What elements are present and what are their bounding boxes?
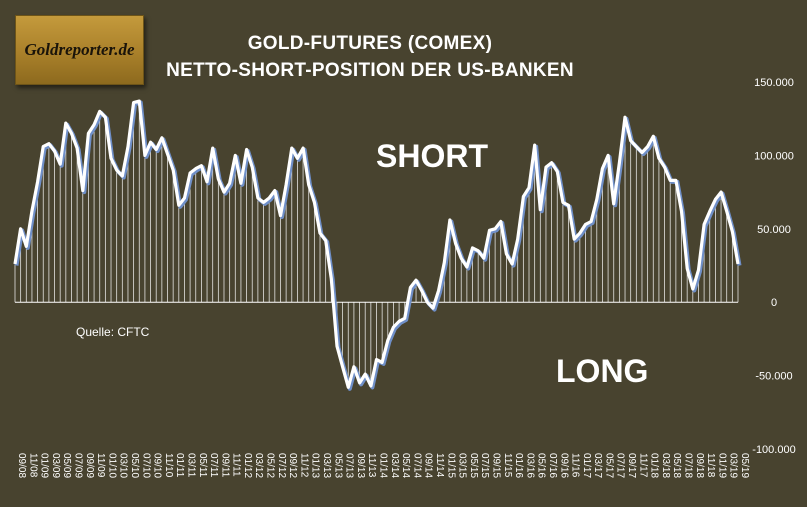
x-tick-label-44: 01/16 [513, 453, 524, 478]
x-tick-label-34: 05/14 [400, 453, 411, 478]
x-tick-label-42: 09/15 [491, 453, 502, 478]
x-tick-label-27: 03/13 [321, 453, 332, 478]
x-tick-label-18: 09/11 [219, 453, 230, 478]
series-line [13, 99, 740, 389]
x-tick-label-55: 11/17 [637, 453, 648, 478]
long-annotation: LONG [556, 353, 649, 389]
x-tick-label-7: 11/09 [95, 453, 106, 478]
x-tick-label-30: 09/13 [355, 453, 366, 478]
x-tick-label-5: 07/09 [73, 453, 84, 478]
x-tick-label-60: 09/18 [694, 453, 705, 478]
x-tick-label-36: 09/14 [423, 453, 434, 478]
x-tick-label-29: 07/13 [344, 453, 355, 478]
x-tick-label-64: 05/19 [739, 453, 750, 478]
x-tick-label-61: 11/18 [705, 453, 716, 478]
x-tick-label-62: 01/19 [716, 453, 727, 478]
y-tick-label-5: -100.000 [752, 444, 795, 456]
x-tick-label-32: 01/14 [378, 453, 389, 478]
x-tick-label-54: 09/17 [626, 453, 637, 478]
x-tick-label-8: 01/10 [106, 453, 117, 478]
x-tick-label-12: 09/10 [152, 453, 163, 478]
x-tick-label-53: 07/17 [615, 453, 626, 478]
x-tick-label-57: 03/18 [660, 453, 671, 478]
x-tick-label-21: 03/12 [253, 453, 264, 478]
y-tick-label-0: 150.000 [754, 77, 794, 89]
x-tick-label-40: 05/15 [468, 453, 479, 478]
x-tick-label-10: 05/10 [129, 453, 140, 478]
y-tick-label-2: 50.000 [757, 224, 791, 236]
x-axis: 09/08 11/08 01/09 03/09 05/09 07/09 09/09 11/09… [16, 453, 750, 478]
x-tick-label-14: 01/11 [174, 453, 185, 478]
x-tick-label-28: 05/13 [332, 453, 343, 478]
y-tick-label-3: 0 [771, 297, 777, 309]
x-tick-label-35: 07/14 [411, 453, 422, 478]
y-axis: 150.000 100.000 50.000 0 -50.000 -100.000 [752, 77, 795, 456]
x-tick-label-33: 03/14 [389, 453, 400, 478]
y-tick-label-1: 100.000 [754, 150, 794, 162]
x-tick-label-59: 07/18 [683, 453, 694, 478]
x-tick-label-47: 07/16 [547, 453, 558, 478]
x-tick-label-2: 01/09 [39, 453, 50, 478]
x-tick-label-3: 03/09 [50, 453, 61, 478]
x-tick-label-38: 01/15 [445, 453, 456, 478]
x-tick-label-37: 11/14 [434, 453, 445, 478]
x-tick-label-25: 11/12 [298, 453, 309, 478]
y-tick-label-4: -50.000 [755, 371, 792, 383]
brand-logo: Goldreporter.de [15, 15, 144, 85]
fill-lines [14, 101, 739, 388]
source-note: Quelle: CFTC [76, 325, 150, 339]
x-tick-label-11: 07/10 [140, 453, 151, 478]
x-tick-label-58: 05/18 [671, 453, 682, 478]
x-tick-label-23: 07/12 [276, 453, 287, 478]
x-tick-label-26: 01/13 [310, 453, 321, 478]
x-tick-label-13: 11/10 [163, 453, 174, 478]
x-tick-label-56: 01/18 [649, 453, 660, 478]
x-tick-label-51: 03/17 [592, 453, 603, 478]
x-tick-label-17: 07/11 [208, 453, 219, 478]
x-tick-label-1: 11/08 [27, 453, 38, 478]
x-tick-label-20: 01/12 [242, 453, 253, 478]
x-tick-label-48: 09/16 [558, 453, 569, 478]
logo-text: Goldreporter.de [24, 40, 135, 59]
x-tick-label-22: 05/12 [265, 453, 276, 478]
x-tick-label-0: 09/08 [16, 453, 27, 478]
x-tick-label-16: 05/11 [197, 453, 208, 478]
x-tick-label-49: 11/16 [570, 453, 581, 478]
x-tick-label-15: 03/11 [186, 453, 197, 478]
x-tick-label-31: 11/13 [366, 453, 377, 478]
x-tick-label-9: 03/10 [118, 453, 129, 478]
x-tick-label-39: 03/15 [457, 453, 468, 478]
x-tick-label-24: 09/12 [287, 453, 298, 478]
x-tick-label-4: 05/09 [61, 453, 72, 478]
x-tick-label-50: 01/17 [581, 453, 592, 478]
x-tick-label-41: 07/15 [479, 453, 490, 478]
x-tick-label-43: 11/15 [502, 453, 513, 478]
chart-subtitle: NETTO-SHORT-POSITION DER US-BANKEN [166, 60, 574, 81]
x-tick-label-45: 03/16 [524, 453, 535, 478]
x-tick-label-63: 03/19 [728, 453, 739, 478]
chart-title: GOLD-FUTURES (COMEX) [247, 33, 493, 54]
x-tick-label-19: 11/11 [231, 453, 242, 477]
x-tick-label-52: 05/17 [603, 453, 614, 478]
x-tick-label-6: 09/09 [84, 453, 95, 478]
short-annotation: SHORT [376, 138, 488, 174]
x-tick-label-46: 05/16 [536, 453, 547, 478]
